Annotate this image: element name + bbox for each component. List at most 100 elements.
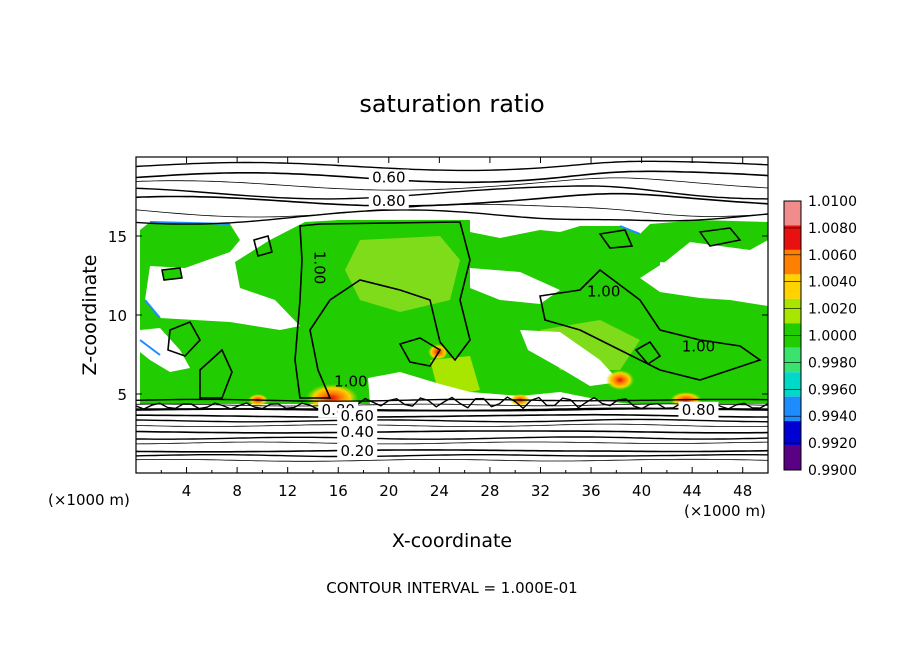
contour-label: 0.60 bbox=[372, 169, 405, 187]
contour-label-bg bbox=[337, 408, 378, 425]
contour-line bbox=[136, 430, 768, 434]
contour-line bbox=[136, 458, 768, 462]
contour-line bbox=[294, 221, 471, 399]
contour-label-bg bbox=[678, 401, 719, 418]
x-unit-right: (×1000 m) bbox=[684, 502, 766, 520]
subsaturated-patch bbox=[520, 330, 620, 386]
colorbar-label: 1.0000 bbox=[808, 329, 857, 345]
colorbar-swatch bbox=[784, 396, 801, 422]
x-tick-label: 28 bbox=[480, 482, 499, 500]
contour-line bbox=[136, 413, 768, 418]
subsaturated-patch bbox=[368, 372, 630, 404]
contour-label: 0.60 bbox=[340, 407, 373, 425]
colorbar-label: 0.9960 bbox=[808, 382, 857, 398]
hotspot bbox=[606, 370, 634, 390]
subsaturated-patch bbox=[140, 328, 190, 372]
x-tick-label: 40 bbox=[632, 482, 651, 500]
contour-line bbox=[398, 337, 442, 367]
contour-label-bg bbox=[337, 442, 378, 459]
plot-area: 0.600.801.001.001.001.000.800.800.600.40… bbox=[136, 157, 768, 473]
y-axis-label: Z-coordinate bbox=[79, 255, 101, 376]
contour-line bbox=[539, 268, 762, 381]
contour-line bbox=[136, 423, 768, 427]
x-tick-label: 24 bbox=[430, 482, 449, 500]
axis-ticks bbox=[136, 157, 768, 473]
subsaturated-patch bbox=[470, 268, 560, 304]
contour-line bbox=[136, 185, 768, 200]
contour-labels: 0.600.801.001.001.001.000.800.800.600.40… bbox=[310, 169, 719, 460]
contour-label-bg bbox=[368, 169, 409, 186]
contour-label: 0.80 bbox=[682, 401, 715, 419]
colorbar-swatch bbox=[784, 225, 801, 250]
colorbar-swatch bbox=[784, 298, 801, 324]
colorbar-swatch bbox=[784, 347, 801, 373]
subsaturated-edge bbox=[139, 221, 641, 356]
saturated-blob bbox=[698, 227, 742, 247]
x-tick-label: 12 bbox=[278, 482, 297, 500]
colorbar-swatch bbox=[784, 421, 801, 446]
colorbar-swatch bbox=[784, 274, 801, 299]
colorbar-swatch bbox=[784, 372, 801, 397]
contour-label: 1.00 bbox=[334, 372, 367, 390]
contour-line bbox=[136, 209, 768, 225]
light-patch bbox=[345, 236, 460, 312]
contour-line bbox=[136, 177, 768, 191]
contour-line bbox=[136, 441, 768, 445]
contour-line bbox=[136, 418, 768, 423]
contour-interval-note: CONTOUR INTERVAL = 1.000E-01 bbox=[326, 579, 577, 597]
contour-line bbox=[634, 340, 662, 366]
chart-title: saturation ratio bbox=[359, 90, 544, 118]
contour-label-bg bbox=[337, 423, 378, 440]
x-tick-label: 8 bbox=[232, 482, 242, 500]
contour-label: 0.40 bbox=[340, 423, 373, 441]
x-axis-label: X-coordinate bbox=[392, 530, 512, 552]
x-tick-label: 16 bbox=[329, 482, 348, 500]
x-tick-label: 4 bbox=[182, 482, 192, 500]
contour-label-bg bbox=[368, 193, 409, 210]
contour-line bbox=[136, 407, 768, 412]
colorbar-label: 1.0040 bbox=[808, 275, 857, 291]
y-tick-label: 10 bbox=[108, 307, 127, 325]
contour-line bbox=[253, 235, 273, 257]
contour-lines bbox=[136, 160, 768, 462]
colorbar-swatch bbox=[784, 249, 801, 275]
contour-line bbox=[136, 398, 768, 402]
x-tick-label: 32 bbox=[531, 482, 550, 500]
colorbar-label: 0.9940 bbox=[808, 409, 857, 425]
subsaturated-patch bbox=[660, 262, 740, 292]
contour-line bbox=[136, 436, 768, 440]
x-tick-label: 20 bbox=[379, 482, 398, 500]
contour-label: 1.00 bbox=[682, 338, 715, 356]
colorbar-label: 1.0080 bbox=[808, 221, 857, 237]
contour-line bbox=[136, 449, 768, 453]
x-tick-label: 44 bbox=[683, 482, 702, 500]
contour-line bbox=[136, 192, 768, 207]
y-tick-label: 5 bbox=[117, 386, 127, 404]
contour-line bbox=[136, 396, 768, 410]
contour-line bbox=[136, 454, 768, 458]
colorbar-label: 1.0060 bbox=[808, 248, 857, 264]
contour-line bbox=[136, 160, 768, 172]
colorbar-label: 0.9980 bbox=[808, 355, 857, 371]
colorbar-label: 0.9920 bbox=[808, 436, 857, 452]
contour-label: 0.80 bbox=[372, 192, 405, 210]
colorbar-swatch bbox=[784, 445, 801, 470]
contour-line bbox=[136, 170, 768, 184]
colorbar-swatch bbox=[784, 201, 801, 226]
x-unit-left: (×1000 m) bbox=[48, 491, 130, 509]
x-tick-label: 36 bbox=[581, 482, 600, 500]
contour-line bbox=[598, 229, 634, 249]
contour-label: 0.20 bbox=[340, 442, 373, 460]
colorbar-label: 0.9900 bbox=[808, 463, 857, 479]
contour-line bbox=[167, 320, 201, 357]
contour-label: 1.00 bbox=[310, 251, 328, 284]
contour-line bbox=[199, 348, 233, 399]
saturated-blob bbox=[161, 267, 183, 281]
y-tick-label: 15 bbox=[108, 228, 127, 246]
colorbar-label: 1.0100 bbox=[808, 194, 857, 210]
colorbar-label: 1.0020 bbox=[808, 302, 857, 318]
x-tick-label: 48 bbox=[733, 482, 752, 500]
colorbar: 1.0100 1.0080 1.0060 1.0040 1.0020 1.0000 0.99… bbox=[783, 194, 857, 479]
